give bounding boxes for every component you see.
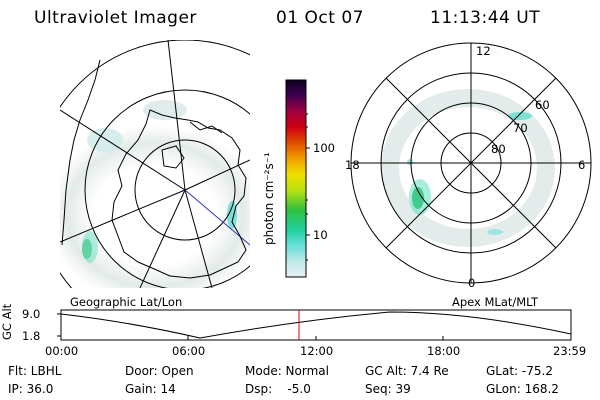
time-label: 11:13:44 UT (430, 8, 541, 28)
geographic-projection-label: Geographic Lat/Lon (70, 295, 183, 309)
seq-status: Seq: 39 (365, 382, 411, 396)
instrument-title: Ultraviolet Imager (34, 8, 197, 28)
colorbar-tick-100: 100 (313, 141, 335, 155)
glat-status: GLat: -75.2 (486, 364, 553, 378)
mode-status: Mode: Normal (245, 364, 329, 378)
filter-status: Flt: LBHL (8, 364, 62, 378)
time-tick-1200: 12:00 (300, 344, 334, 358)
mlt-label-18: 18 (345, 158, 360, 172)
gc-alt-status: GC Alt: 7.4 Re (365, 364, 449, 378)
magnetic-map (350, 42, 592, 284)
time-tick-0000: 00:00 (45, 344, 79, 358)
altitude-tick-top: 9.0 (22, 307, 41, 321)
time-tick-0600: 06:00 (172, 344, 206, 358)
geographic-map (60, 40, 250, 288)
ip-status: IP: 36.0 (8, 382, 54, 396)
mlt-label-0: 0 (468, 276, 476, 290)
glon-status: GLon: 168.2 (486, 382, 559, 396)
dsp-status: Dsp: -5.0 (245, 382, 311, 396)
gain-status: Gain: 14 (125, 382, 176, 396)
mlat-label-80: 80 (491, 142, 506, 156)
mlat-label-70: 70 (513, 121, 528, 135)
colorbar-unit-label: photon cm⁻²s⁻¹ (262, 152, 276, 245)
altitude-axis-label: GC Alt (0, 303, 14, 340)
altitude-tick-bottom: 1.8 (22, 329, 41, 343)
date-label: 01 Oct 07 (276, 8, 364, 28)
colorbar (285, 79, 307, 278)
time-tick-1800: 18:00 (427, 344, 461, 358)
mlt-label-6: 6 (578, 158, 586, 172)
magnetic-projection-label: Apex MLat/MLT (452, 295, 539, 309)
colorbar-tick-10: 10 (313, 228, 328, 242)
altitude-plot (57, 309, 572, 341)
time-tick-2359: 23:59 (553, 344, 587, 358)
mlt-label-12: 12 (476, 44, 491, 58)
door-status: Door: Open (125, 364, 194, 378)
mlat-label-60: 60 (535, 98, 550, 112)
